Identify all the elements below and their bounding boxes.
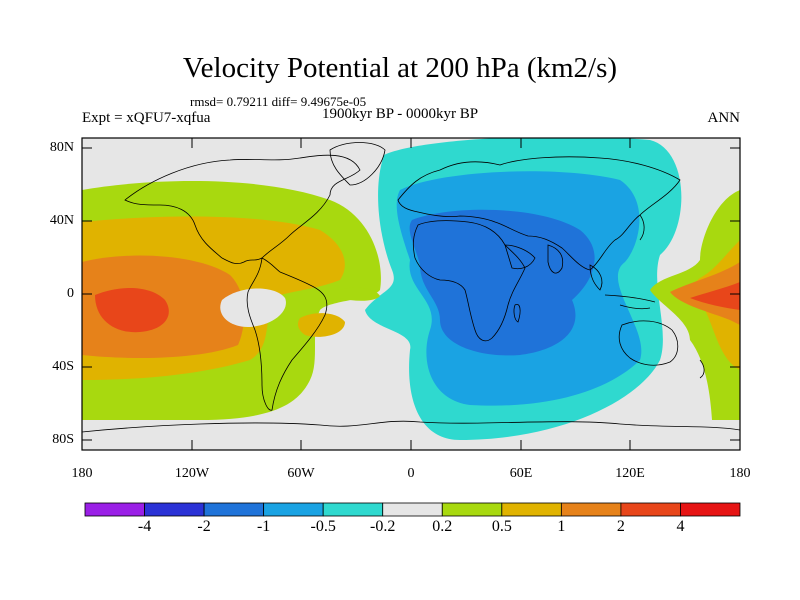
x-tick-label: 120E: [615, 466, 645, 481]
coastlines: [82, 142, 740, 433]
colorbar-label: 0.2: [432, 518, 453, 535]
colorbar: [84, 502, 741, 517]
map-title: Velocity Potential at 200 hPa (km2/s): [182, 52, 618, 84]
colorbar-label: 1: [557, 518, 566, 535]
y-tick-label: 40S: [52, 359, 74, 374]
season-label: ANN: [707, 110, 741, 126]
y-tick-label: 0: [67, 286, 74, 301]
x-tick-label: 180: [729, 466, 751, 481]
period-label: 1900kyr BP - 0000kyr BP: [322, 106, 479, 122]
colorbar-label: 4: [676, 518, 685, 535]
x-tick-label: 180: [71, 466, 93, 481]
colorbar-label: 0.5: [491, 518, 512, 535]
colorbar-swatch: [322, 502, 384, 517]
contour-pos-0.2-atlantic: [340, 287, 380, 301]
colorbar-swatch: [501, 502, 562, 517]
colorbar-swatch: [620, 502, 681, 517]
x-tick-label: 60W: [287, 466, 315, 481]
colorbar-label: -2: [197, 518, 211, 535]
contour-pos-2: [95, 288, 169, 333]
colorbar-swatch: [84, 502, 145, 517]
colorbar-swatch: [560, 502, 622, 517]
colorbar-swatch: [203, 502, 265, 517]
x-tick-label: 0: [407, 466, 415, 481]
colorbar-label: 2: [616, 518, 625, 535]
colorbar-label: -0.5: [310, 518, 336, 535]
colorbar-label: -1: [256, 518, 271, 535]
colorbar-swatch: [144, 502, 205, 517]
colorbar-swatch: [441, 502, 503, 517]
y-tick-label: 80S: [52, 432, 74, 447]
contour-fields: [82, 138, 740, 440]
colorbar-swatch: [680, 502, 741, 517]
contour-pos-0.5-atlantic: [297, 313, 345, 337]
y-tick-label: 80N: [49, 140, 74, 155]
x-tick-label: 120W: [174, 466, 210, 481]
colorbar-swatch: [263, 502, 324, 517]
x-tick-label: 60E: [509, 466, 533, 481]
x-ticks: [81, 138, 741, 450]
y-ticks: [82, 147, 740, 441]
experiment-label: Expt = xQFU7-xqfua: [82, 110, 211, 126]
colorbar-label: -0.2: [370, 518, 396, 535]
y-tick-label: 40N: [49, 213, 74, 228]
contour-neutral-hole: [220, 288, 286, 328]
contour-pos-2-east: [690, 282, 740, 310]
stats-line: rmsd= 0.79211 diff= 9.49675e-05: [190, 94, 367, 109]
colorbar-swatch: [382, 502, 443, 517]
colorbar-label: -4: [137, 518, 152, 535]
